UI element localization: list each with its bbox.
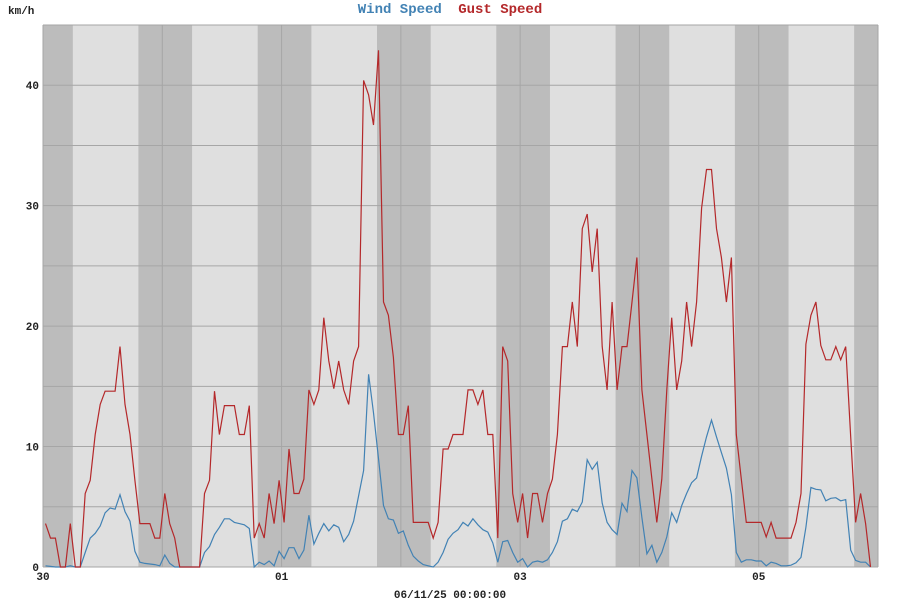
plot-area: 0 10 20 30 40 30 01 03 05 bbox=[26, 24, 879, 584]
legend-gust-speed: Gust Speed bbox=[458, 2, 542, 18]
y-axis-unit: km/h bbox=[8, 6, 34, 18]
x-tick-label: 01 bbox=[275, 572, 289, 584]
night-band bbox=[496, 25, 550, 567]
y-tick-label: 10 bbox=[26, 443, 39, 455]
night-band bbox=[138, 25, 193, 567]
y-tick-label: 20 bbox=[26, 322, 39, 334]
night-band bbox=[734, 25, 789, 567]
y-tick-label: 30 bbox=[26, 202, 39, 214]
x-tick-label: 05 bbox=[752, 572, 766, 584]
night-band bbox=[615, 25, 670, 567]
night-band bbox=[43, 25, 73, 567]
y-tick-label: 40 bbox=[26, 81, 39, 93]
x-axis-label: 06/11/25 00:00:00 bbox=[394, 590, 506, 600]
y-tick-label: 0 bbox=[32, 563, 39, 575]
legend-wind-speed: Wind Speed bbox=[358, 2, 442, 18]
night-band bbox=[257, 25, 312, 567]
gust-speed-line bbox=[44, 50, 872, 568]
chart-title: Wind Speed Gust Speed bbox=[358, 2, 542, 18]
x-tick-label: 03 bbox=[514, 572, 528, 584]
night-band bbox=[854, 25, 878, 567]
night-band bbox=[377, 25, 431, 567]
x-tick-label: 30 bbox=[36, 572, 49, 584]
